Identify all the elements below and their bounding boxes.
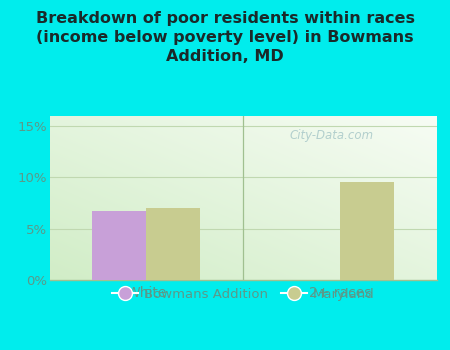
Text: City-Data.com: City-Data.com (290, 129, 374, 142)
Legend: Bowmans Addition, Maryland: Bowmans Addition, Maryland (107, 283, 379, 306)
Bar (92, 211, 146, 280)
Bar (146, 208, 200, 280)
Text: Breakdown of poor residents within races
(income below poverty level) in Bowmans: Breakdown of poor residents within races… (36, 10, 414, 64)
Bar (340, 182, 394, 280)
